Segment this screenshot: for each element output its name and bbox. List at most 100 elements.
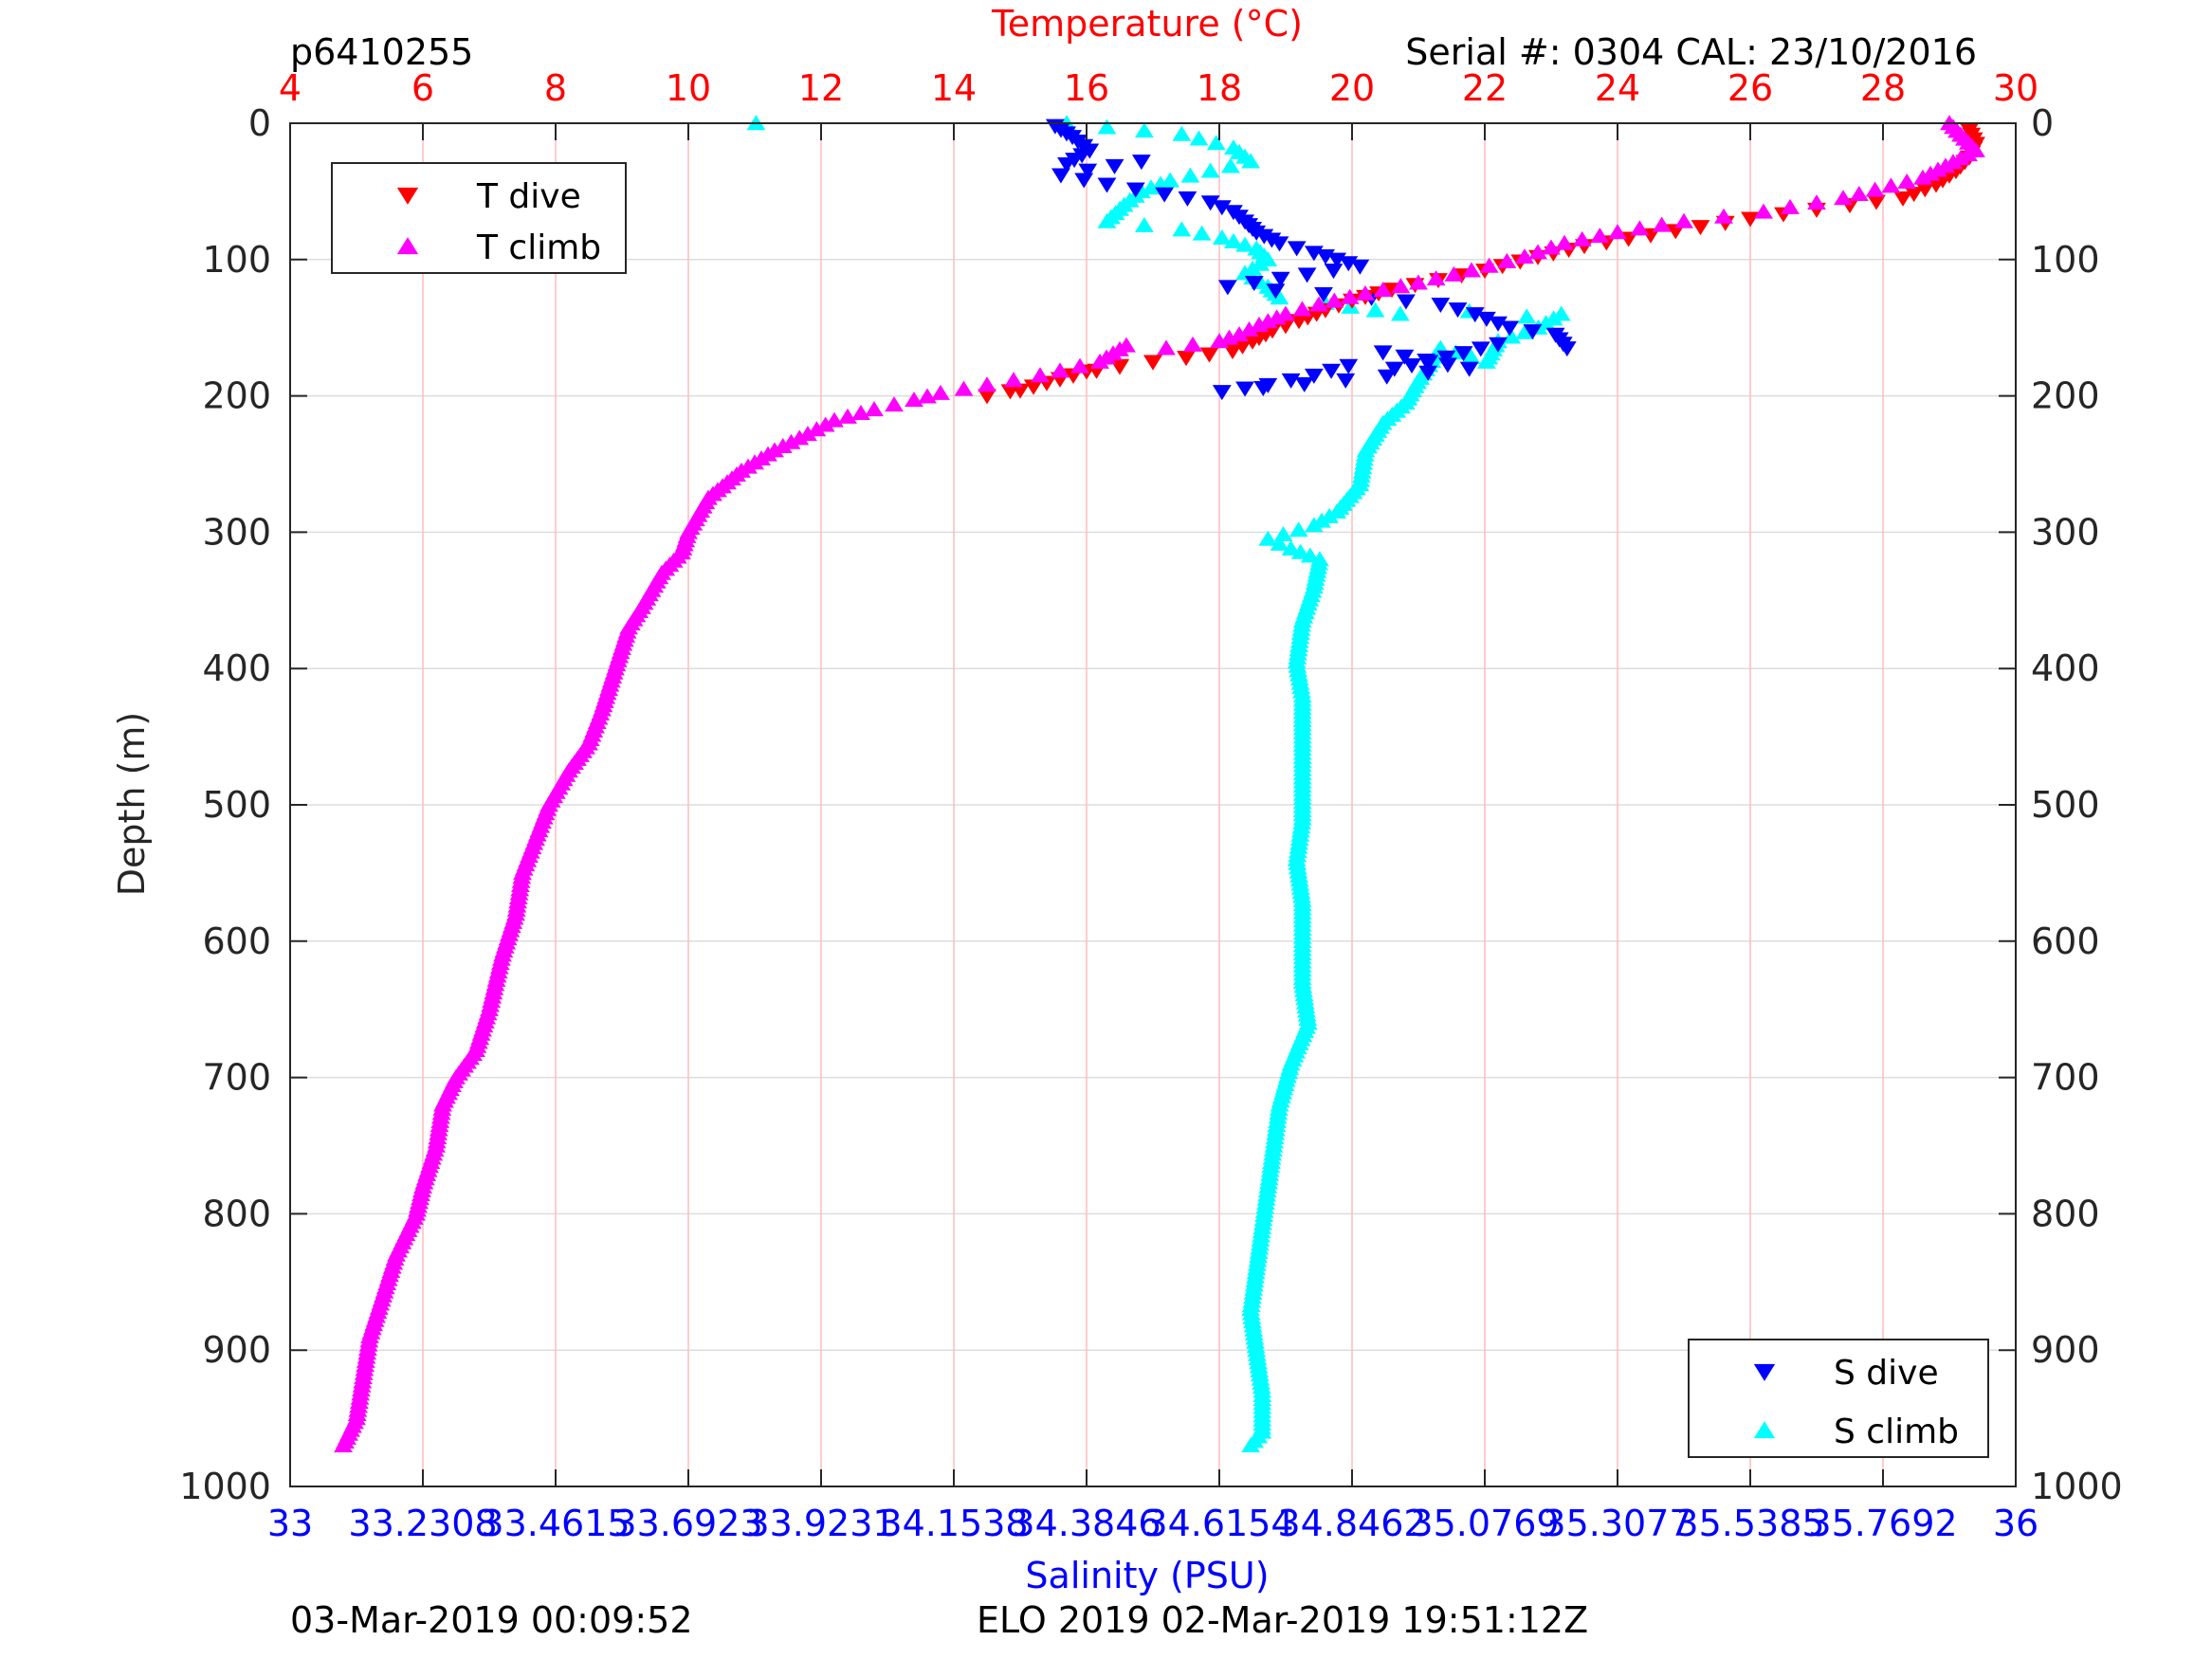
t-climb-point <box>1652 216 1672 232</box>
temperature-tick-label: 28 <box>1860 67 1906 109</box>
s-dive-point <box>1281 373 1301 389</box>
t-climb-point <box>1849 185 1869 201</box>
s-climb-point <box>1212 228 1232 245</box>
t-climb-point <box>1714 208 1733 224</box>
t-dive-point <box>1691 220 1710 236</box>
depth-tick-label-right: 700 <box>2031 1057 2100 1099</box>
depth-tick-label-right: 0 <box>2031 102 2054 144</box>
legend-marker-s-climb <box>1753 1421 1776 1439</box>
t-climb-point <box>1834 190 1853 206</box>
t-dive-point <box>1915 182 1935 198</box>
temperature-tick-label: 26 <box>1728 67 1773 109</box>
t-climb-point <box>978 376 996 392</box>
t-climb-point <box>1542 239 1561 255</box>
s-dive-point <box>1253 381 1273 397</box>
s-dive-point <box>1287 241 1307 257</box>
t-climb-point <box>1462 262 1481 278</box>
t-climb-point <box>1913 169 1932 185</box>
t-climb-point <box>931 384 950 400</box>
temperature-axis-label: Temperature (°C) <box>991 3 1303 45</box>
s-dive-point <box>1384 361 1404 377</box>
t-climb-point <box>865 401 884 417</box>
s-dive-point <box>1304 368 1324 384</box>
salinity-tick-label: 33.6923 <box>613 1503 762 1544</box>
s-climb-point <box>1200 162 1220 178</box>
s-dive-point <box>1200 195 1220 211</box>
t-dive-point <box>1143 355 1162 371</box>
s-climb-point <box>1224 232 1243 248</box>
s-dive-point <box>1217 280 1237 296</box>
s-dive-point <box>1459 361 1479 377</box>
salinity-tick-label: 34.6154 <box>1144 1503 1293 1544</box>
t-dive-point <box>1893 191 1912 207</box>
depth-tick-label-left: 600 <box>202 921 271 962</box>
s-climb-point <box>1097 118 1117 135</box>
footer-left-timestamp: 03-Mar-2019 00:09:52 <box>290 1599 693 1641</box>
salinity-axis-label: Salinity (PSU) <box>1025 1555 1269 1596</box>
t-climb-point <box>1590 228 1610 244</box>
depth-tick-label-left: 400 <box>202 647 271 689</box>
depth-tick-label-left: 900 <box>202 1329 271 1371</box>
depth-tick-label-left: 300 <box>202 511 271 553</box>
t-climb-point <box>1479 257 1499 273</box>
depth-tick-label-right: 200 <box>2031 375 2100 417</box>
s-climb-point <box>1151 175 1171 191</box>
depth-tick-label-left: 100 <box>202 239 271 281</box>
data-series <box>334 115 1985 1453</box>
s-climb-point <box>1134 122 1154 138</box>
legend-box <box>1688 1339 1989 1458</box>
s-climb-point <box>1097 212 1117 228</box>
t-climb-point <box>838 408 857 424</box>
t-climb-point <box>851 405 870 421</box>
t-climb-point <box>1340 288 1360 304</box>
depth-tick-label-left: 200 <box>202 375 271 417</box>
s-dive-point <box>1397 294 1416 310</box>
s-climb-point <box>1300 547 1320 563</box>
salinity-tick-label: 36 <box>1993 1503 2038 1544</box>
t-climb-point <box>1356 284 1375 301</box>
s-climb-point <box>1502 328 1522 344</box>
depth-tick-label-right: 600 <box>2031 921 2100 962</box>
legend-box <box>331 162 627 274</box>
temperature-tick-label: 10 <box>666 67 711 109</box>
t-climb-point <box>1373 282 1393 298</box>
s-dive-point <box>1417 354 1436 370</box>
depth-tick-label-right: 500 <box>2031 784 2100 826</box>
depth-tick-label-left: 800 <box>202 1193 271 1234</box>
depth-tick-label-right: 400 <box>2031 647 2100 689</box>
salinity-tick-label: 35.5385 <box>1675 1503 1824 1544</box>
t-climb-point <box>1444 265 1464 282</box>
t-climb-point <box>905 392 923 408</box>
s-dive-point <box>1418 365 1438 381</box>
s-climb-point <box>1289 521 1308 538</box>
s-climb-point <box>1192 225 1212 241</box>
s-climb-point <box>1476 353 1496 369</box>
legend-marker-s-dive <box>1753 1363 1776 1381</box>
t-dive-point <box>1289 314 1308 330</box>
t-climb-point <box>1250 317 1269 333</box>
depth-tick-label-left: 500 <box>202 784 271 826</box>
t-climb-point <box>1070 357 1089 374</box>
t-climb-point <box>954 380 974 396</box>
s-dive-point <box>1324 264 1344 280</box>
t-climb-point <box>1555 234 1574 250</box>
s-climb-point <box>1235 236 1254 252</box>
s-climb-point <box>1515 323 1535 339</box>
s-dive-point <box>1453 346 1473 362</box>
s-dive-point <box>1244 276 1264 292</box>
series-s-climb <box>746 115 1571 1453</box>
t-climb-point <box>1515 248 1534 264</box>
temperature-tick-label: 12 <box>798 67 844 109</box>
s-climb-point <box>1161 172 1180 188</box>
s-dive-point <box>1476 311 1496 327</box>
t-dive-point <box>1867 194 1886 210</box>
t-climb-point <box>1391 278 1411 294</box>
temperature-tick-label: 20 <box>1329 67 1375 109</box>
legend-marker-t-dive <box>396 187 419 205</box>
s-dive-point <box>1266 283 1286 300</box>
t-climb-point <box>1426 270 1446 286</box>
s-climb-point <box>1134 217 1154 233</box>
s-climb-point <box>1290 543 1310 559</box>
s-dive-point <box>1489 337 1508 353</box>
s-dive-point <box>1294 376 1314 392</box>
